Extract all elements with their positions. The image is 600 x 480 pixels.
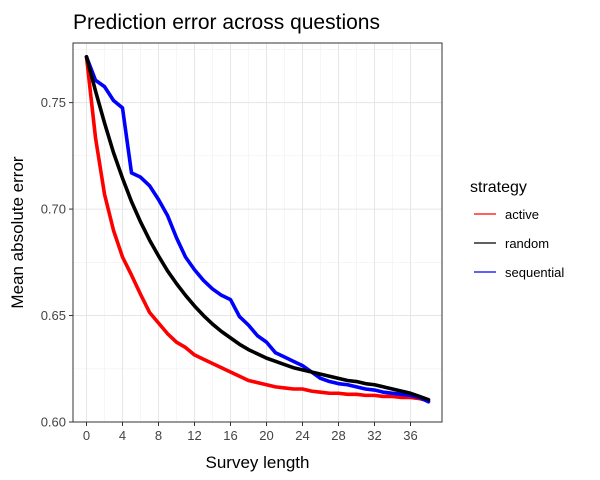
series-line-sequential <box>84 55 431 404</box>
series-group <box>84 55 431 404</box>
y-axis-title: Mean absolute error <box>8 156 27 308</box>
x-tick-label: 36 <box>403 428 417 443</box>
x-tick-label: 16 <box>223 428 237 443</box>
x-tick-label: 24 <box>295 428 309 443</box>
legend: strategy active random sequential <box>470 179 564 280</box>
chart-title: Prediction error across questions <box>73 11 380 34</box>
x-axis-title: Survey length <box>206 453 310 472</box>
y-tick-label: 0.75 <box>41 95 66 110</box>
y-tick-label: 0.70 <box>41 202 66 217</box>
x-tick-label: 8 <box>155 428 162 443</box>
legend-label-random: random <box>505 236 549 251</box>
legend-title: strategy <box>470 179 527 196</box>
x-tick-label: 4 <box>119 428 126 443</box>
series-line-active <box>84 55 431 403</box>
axes: 0 4 8 12 16 20 24 28 32 36 0.60 0.65 0.70 0.75 <box>41 95 418 443</box>
legend-label-active: active <box>505 207 539 222</box>
x-tick-label: 28 <box>331 428 345 443</box>
plot-panel-border <box>72 42 443 423</box>
y-tick-label: 0.65 <box>41 308 66 323</box>
grid <box>73 43 442 423</box>
x-tick-label: 0 <box>83 428 90 443</box>
y-tick-label: 0.60 <box>41 415 66 430</box>
x-tick-label: 32 <box>367 428 381 443</box>
x-tick-label: 20 <box>259 428 273 443</box>
series-line-random <box>84 55 431 402</box>
legend-label-sequential: sequential <box>505 265 564 280</box>
x-tick-label: 12 <box>187 428 201 443</box>
